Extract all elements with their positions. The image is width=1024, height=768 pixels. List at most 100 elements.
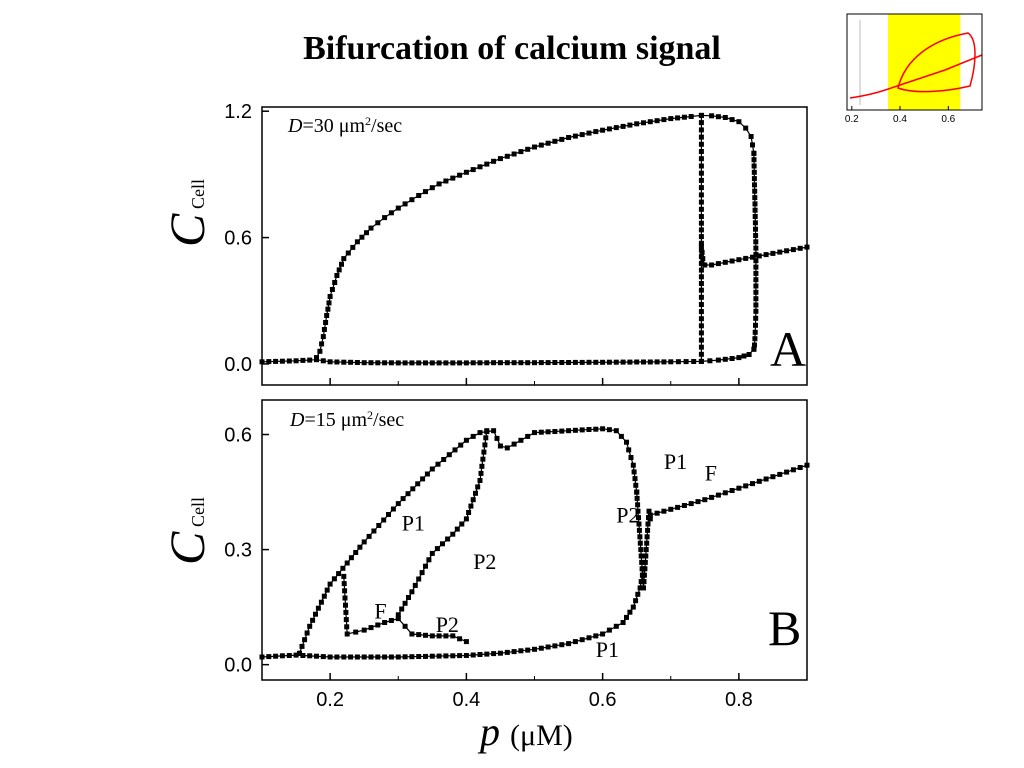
data-point bbox=[494, 435, 500, 441]
data-point bbox=[443, 360, 449, 366]
data-point bbox=[641, 572, 647, 578]
data-point bbox=[545, 429, 551, 435]
svg-text:Cell: Cell bbox=[188, 497, 208, 527]
data-point bbox=[361, 654, 367, 660]
data-point bbox=[450, 175, 456, 181]
data-point bbox=[538, 429, 544, 435]
data-point bbox=[468, 503, 474, 509]
data-point bbox=[545, 140, 551, 146]
panel-b-ylabel: C Cell bbox=[159, 497, 215, 565]
data-point bbox=[741, 353, 747, 359]
data-point bbox=[750, 254, 755, 260]
data-point bbox=[532, 646, 537, 652]
x-tick-label: 0.8 bbox=[725, 689, 753, 711]
data-point bbox=[388, 360, 394, 366]
data-point bbox=[683, 359, 689, 365]
data-point bbox=[635, 502, 641, 508]
data-point bbox=[647, 516, 653, 522]
data-point bbox=[699, 249, 705, 255]
data-point bbox=[661, 508, 667, 514]
data-point bbox=[429, 466, 435, 472]
data-point bbox=[424, 471, 430, 477]
data-point bbox=[415, 481, 421, 487]
data-point bbox=[695, 499, 701, 505]
data-point bbox=[668, 116, 674, 122]
curve-label: P2 bbox=[616, 503, 639, 528]
data-point bbox=[688, 114, 694, 119]
inset-border bbox=[846, 13, 983, 111]
data-point bbox=[753, 283, 759, 289]
data-point bbox=[633, 482, 639, 488]
data-point bbox=[463, 437, 469, 443]
data-point bbox=[750, 142, 755, 148]
data-point bbox=[620, 123, 626, 129]
data-point bbox=[643, 553, 649, 559]
data-point bbox=[478, 470, 484, 476]
data-point bbox=[606, 627, 612, 633]
data-point bbox=[763, 476, 769, 482]
y-tick-label: 0.3 bbox=[224, 540, 252, 562]
data-point bbox=[320, 334, 326, 340]
panel-a-series bbox=[259, 112, 810, 366]
data-point bbox=[698, 192, 704, 198]
panel-a-ticks: 0.0 0.6 1.2 bbox=[224, 101, 740, 385]
data-point bbox=[752, 207, 758, 213]
data-point bbox=[353, 550, 359, 555]
data-point bbox=[751, 169, 757, 175]
data-point bbox=[319, 341, 325, 347]
data-point bbox=[613, 428, 619, 434]
data-point bbox=[307, 653, 313, 659]
data-point bbox=[376, 523, 382, 528]
data-point bbox=[459, 521, 465, 527]
data-point bbox=[525, 647, 531, 653]
data-point bbox=[620, 620, 626, 625]
panel-b-labels: P1 P2 F P2 P1 P1 P2 F bbox=[374, 449, 717, 662]
data-point bbox=[702, 262, 708, 268]
data-point bbox=[518, 437, 524, 443]
data-point bbox=[491, 428, 497, 434]
data-point bbox=[423, 563, 428, 569]
data-point bbox=[752, 214, 758, 219]
data-point bbox=[559, 642, 565, 648]
data-point bbox=[752, 188, 758, 194]
data-point bbox=[645, 527, 651, 533]
data-point bbox=[698, 234, 704, 240]
data-point bbox=[375, 622, 381, 628]
data-point bbox=[600, 631, 606, 637]
svg-text:Cell: Cell bbox=[188, 179, 208, 209]
data-point bbox=[618, 433, 624, 439]
data-point bbox=[259, 654, 265, 660]
data-point bbox=[457, 653, 463, 659]
data-point bbox=[630, 604, 636, 610]
data-point bbox=[511, 360, 517, 366]
data-point bbox=[715, 492, 721, 498]
data-point bbox=[753, 245, 759, 251]
data-point bbox=[491, 158, 497, 164]
data-point bbox=[736, 257, 742, 263]
data-point bbox=[480, 456, 486, 462]
data-point bbox=[434, 546, 440, 552]
data-point bbox=[473, 490, 478, 496]
data-point bbox=[314, 653, 319, 659]
data-point bbox=[320, 654, 326, 660]
data-point bbox=[339, 261, 344, 267]
data-point bbox=[784, 248, 790, 254]
data-point bbox=[315, 605, 321, 611]
data-point bbox=[504, 445, 510, 451]
data-point bbox=[750, 481, 755, 487]
data-point bbox=[698, 316, 704, 322]
data-point bbox=[753, 264, 759, 270]
data-point bbox=[763, 252, 769, 258]
data-point bbox=[470, 652, 476, 658]
curve-label: P1 bbox=[664, 449, 687, 474]
data-point bbox=[463, 516, 469, 522]
data-point bbox=[382, 360, 388, 366]
data-point bbox=[753, 251, 759, 257]
data-point bbox=[637, 540, 643, 546]
data-point bbox=[273, 358, 279, 364]
data-point bbox=[458, 442, 464, 448]
data-point bbox=[477, 164, 483, 170]
data-point bbox=[307, 623, 313, 629]
data-point bbox=[343, 617, 349, 623]
data-point bbox=[709, 262, 715, 268]
